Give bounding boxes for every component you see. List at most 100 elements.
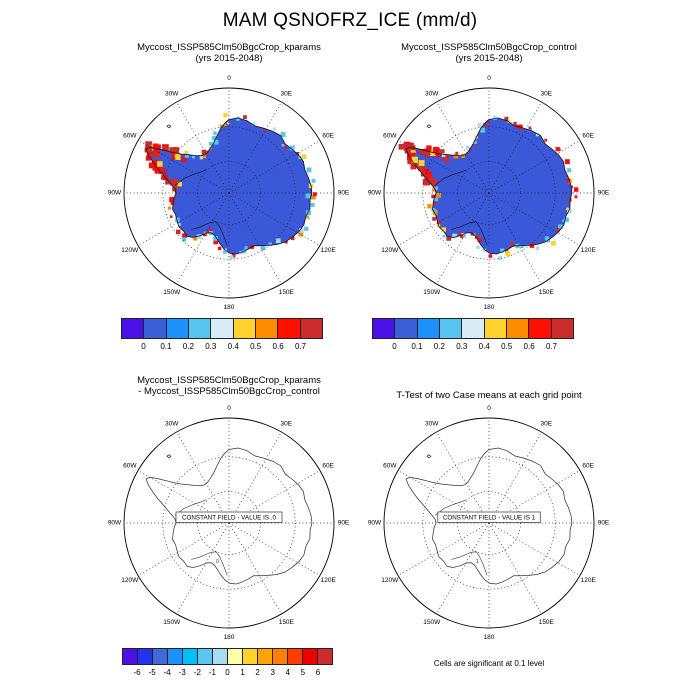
longitude-label: 60W [383, 133, 397, 140]
coastal-anomaly-cell [407, 153, 414, 161]
colorbar-bar [121, 318, 323, 339]
coastal-anomaly-cell [528, 126, 532, 130]
longitude-label: 30W [425, 91, 439, 98]
colorbar-tick: -2 [193, 668, 201, 677]
coastal-anomaly-cell [281, 143, 285, 147]
coastal-anomaly-cell [165, 179, 170, 185]
longitude-label: 120E [321, 247, 337, 254]
colorbar-tick: 0 [392, 342, 397, 351]
coastal-anomaly-cell [470, 232, 474, 236]
coastal-anomaly-cell [566, 207, 569, 211]
ronne-shelf-contour [434, 169, 467, 186]
coastal-anomaly-cell [432, 217, 436, 221]
coastal-anomaly-cell [465, 145, 470, 150]
coastal-anomaly-cell [184, 153, 190, 158]
coastal-anomaly-cell [455, 151, 459, 155]
longitude-label: 60W [123, 133, 137, 140]
colorbar-segment [299, 319, 322, 338]
island-mark [166, 124, 172, 129]
coastal-anomaly-cell [163, 146, 169, 152]
coastal-anomaly-cell [154, 144, 161, 151]
colorbar-segment [152, 649, 167, 664]
coastal-anomaly-cell [212, 136, 217, 141]
coastal-anomaly-cell [418, 165, 424, 172]
colorbar-segment [242, 649, 257, 664]
latitude-gridline [162, 126, 296, 260]
longitude-gridline [176, 431, 230, 524]
coastal-anomaly-cell [311, 194, 316, 200]
antarctica-outline [405, 447, 573, 585]
contour-label: 1 [476, 559, 479, 565]
colorbar-segment [227, 649, 242, 664]
coastal-anomaly-cell [513, 121, 517, 126]
colorbar-top-left: 0 0.1 0.2 0.3 0.4 0.5 0.6 0.7 [121, 318, 323, 352]
longitude-label: 120W [121, 577, 139, 584]
coastal-anomaly-cell [535, 133, 540, 137]
constant-field-box [175, 511, 283, 523]
colorbar-tick: -3 [178, 668, 186, 677]
longitude-label: 120W [381, 577, 399, 584]
coastal-anomaly-cell [551, 240, 556, 246]
colorbar-tick: 5 [300, 668, 306, 677]
longitude-label: 150W [163, 619, 181, 626]
longitude-label: 30W [165, 91, 179, 98]
longitude-label: 150E [279, 619, 295, 626]
coastal-anomaly-cell [398, 143, 405, 150]
coastal-anomaly-cell [227, 121, 230, 125]
colorbar-top-right: 0 0.1 0.2 0.3 0.4 0.5 0.6 0.7 [372, 318, 574, 352]
coastal-anomaly-cell [283, 146, 287, 149]
longitude-gridline [176, 522, 230, 615]
longitude-label: 30W [165, 421, 179, 428]
colorbar-tick: 0.4 [478, 342, 490, 351]
map-bottom-right: 0 30E 60E 90E 120E 150E 180 150W 120W 90W 60W 30W CO… [368, 405, 610, 641]
longitude-label: 120W [121, 247, 139, 254]
coastal-anomaly-cell [432, 188, 436, 192]
longitude-label: 60E [582, 463, 594, 470]
colorbar-segment [197, 649, 212, 664]
coastal-anomaly-cell [418, 149, 425, 155]
coastal-anomaly-cell [146, 150, 153, 158]
colorbar-bar [372, 318, 574, 339]
coastal-anomaly-cell [498, 256, 502, 260]
coastal-anomaly-cell [410, 163, 417, 170]
ronne-shelf-contour [434, 499, 467, 516]
coastal-anomaly-cell [235, 116, 240, 121]
longitude-label: 120E [321, 577, 337, 584]
coastal-anomaly-cell [252, 122, 256, 126]
coastal-anomaly-cell [476, 245, 480, 250]
colorbar-tick: 0.6 [523, 342, 535, 351]
longitude-label: 90E [598, 520, 610, 527]
longitude-label: 90E [338, 190, 350, 197]
coastal-anomaly-cell [460, 235, 464, 239]
colorbar-segment [187, 319, 211, 338]
colorbar-segment [137, 649, 152, 664]
coastal-anomaly-cell [307, 217, 311, 220]
colorbar-segment [438, 319, 462, 338]
coastline [145, 117, 313, 255]
coastal-anomaly-cell [564, 159, 570, 165]
colorbar-segment [165, 319, 188, 338]
coastal-anomaly-cell [441, 227, 446, 232]
coastal-anomaly-cell [458, 231, 462, 235]
colorbar-tick-labels: -6 -5 -4 -3 -2 -1 0 1 2 3 4 5 6 [122, 665, 333, 678]
colorbar-tick: 0.2 [182, 342, 194, 351]
coastal-anomaly-cell [566, 178, 571, 183]
colorbar-segment [277, 319, 300, 338]
coastal-anomaly-cell [469, 148, 472, 152]
longitude-label: 150W [163, 289, 181, 296]
longitude-label: 60E [322, 463, 334, 470]
coastal-anomaly-cell [157, 161, 163, 167]
panel-title-line: (yrs 2015-2048) [455, 53, 523, 64]
coastal-anomaly-cell [558, 224, 563, 230]
panel-title-line: - Myccost_ISSP585Clm50BgcCrop_control [138, 386, 320, 397]
longitude-label: 30E [281, 91, 293, 98]
colorbar-tick: -1 [208, 668, 216, 677]
colorbar-tick: 0.4 [227, 342, 239, 351]
coastal-anomaly-cell [213, 239, 219, 245]
coastal-anomaly-cell [305, 215, 309, 219]
coastline [405, 117, 573, 255]
contour-label: 0 [216, 559, 219, 565]
longitude-label: 120W [381, 247, 399, 254]
coastal-anomaly-cell [298, 231, 304, 237]
